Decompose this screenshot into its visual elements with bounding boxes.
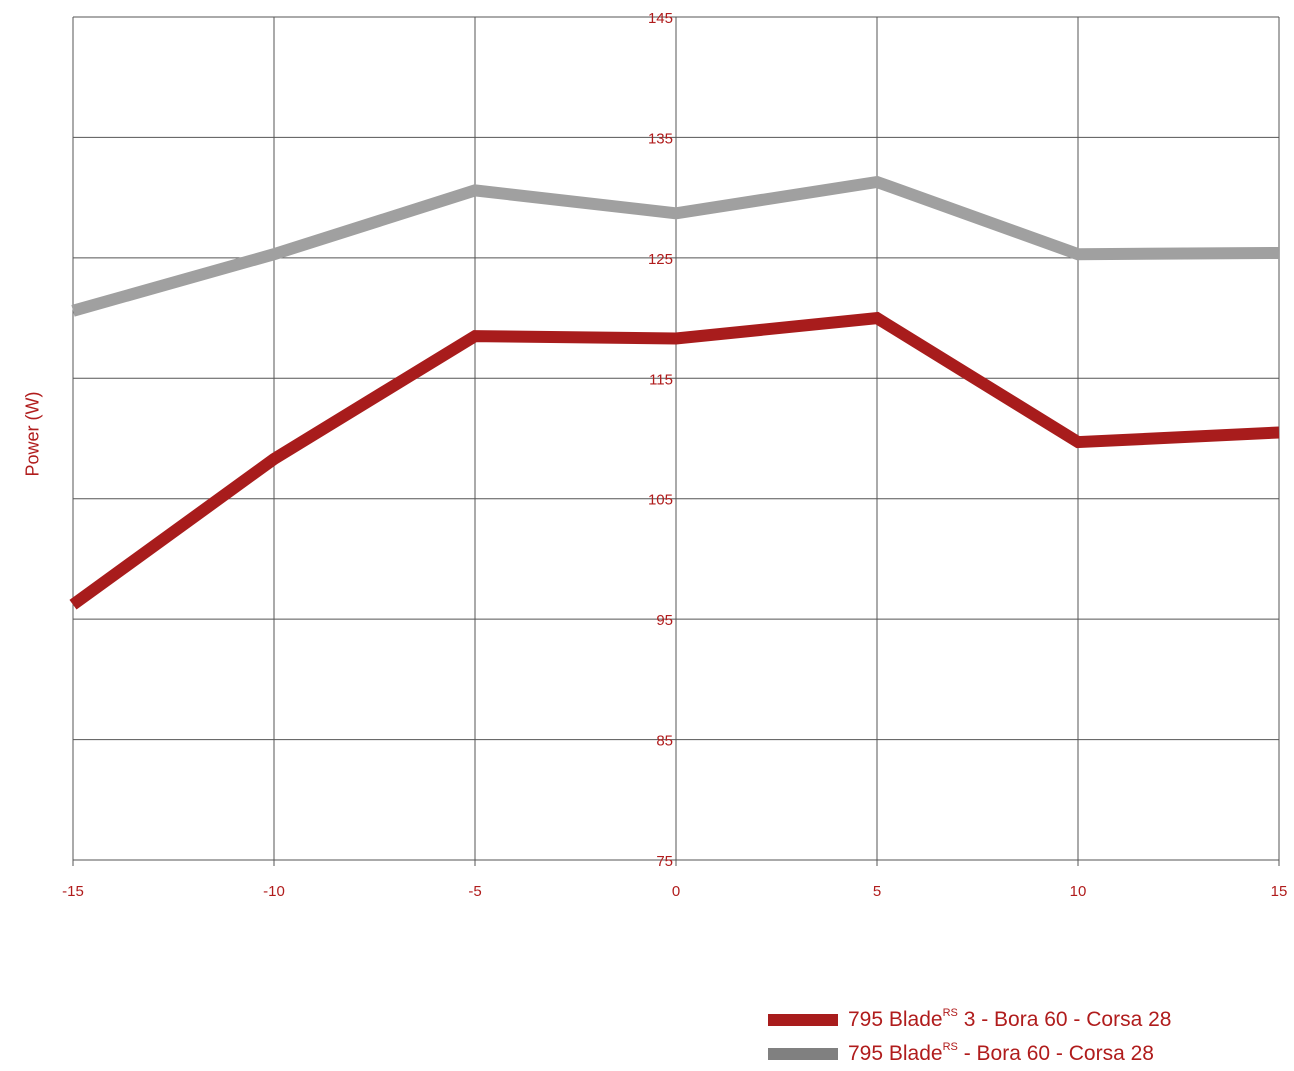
- x-tick-label: -15: [62, 883, 84, 900]
- x-tick-label: 15: [1271, 883, 1288, 900]
- legend-label-series-2: 795 BladeRS - Bora 60 - Corsa 28: [848, 1042, 1154, 1066]
- y-tick-label: 95: [656, 612, 673, 629]
- y-tick-label: 145: [648, 10, 673, 27]
- y-tick-label: 105: [648, 492, 673, 509]
- x-axis-ticks: -15 -10 -5 0 5 10 15: [62, 883, 1287, 900]
- x-tick-label: 5: [873, 883, 881, 900]
- x-tick-label: 0: [672, 883, 680, 900]
- legend-item-series-2: 795 BladeRS - Bora 60 - Corsa 28: [768, 1037, 1171, 1071]
- x-tick-label: -5: [468, 883, 481, 900]
- x-tick-label: -10: [263, 883, 285, 900]
- y-axis-label: Power (W): [23, 392, 44, 477]
- legend-swatch-series-1: [768, 1014, 838, 1026]
- y-tick-label: 115: [649, 371, 673, 388]
- legend-item-series-1: 795 BladeRS 3 - Bora 60 - Corsa 28: [768, 1003, 1171, 1037]
- x-tick-label: 10: [1070, 883, 1087, 900]
- y-tick-label: 135: [648, 130, 673, 147]
- y-axis-ticks: 75 85 95 105 115 125 135 145: [648, 10, 673, 870]
- y-tick-label: 75: [656, 853, 673, 870]
- legend-swatch-series-2: [768, 1048, 838, 1060]
- y-tick-label: 125: [648, 251, 673, 268]
- y-tick-label: 85: [656, 733, 673, 750]
- legend: 795 BladeRS 3 - Bora 60 - Corsa 28 795 B…: [768, 1003, 1171, 1071]
- legend-label-series-1: 795 BladeRS 3 - Bora 60 - Corsa 28: [848, 1008, 1171, 1032]
